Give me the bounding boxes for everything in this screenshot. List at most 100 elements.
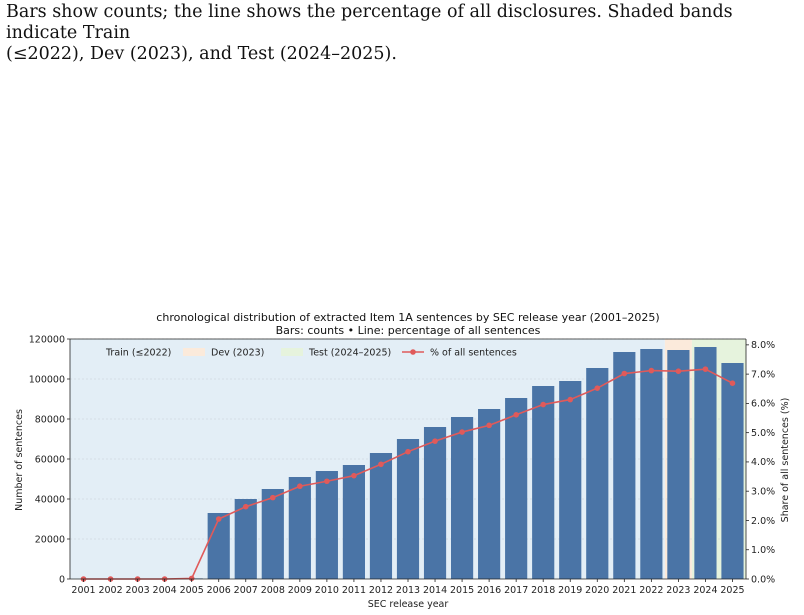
legend-label-1: Dev (2023) — [211, 347, 264, 358]
x-tick-label: 2007 — [234, 585, 258, 596]
bar-2020 — [586, 368, 609, 579]
line-point-2011 — [351, 472, 357, 479]
bar-2015 — [450, 417, 474, 579]
y2-tick-label: 4.0% — [751, 457, 775, 468]
x-tick-label: 2018 — [531, 585, 555, 596]
y-tick-label: 40000 — [35, 494, 65, 505]
y-tick-label: 100000 — [29, 374, 65, 385]
x-tick-label: 2004 — [153, 585, 177, 596]
x-tick-label: 2015 — [450, 585, 474, 596]
line-point-2005 — [188, 575, 195, 582]
chart-subtitle: Bars: counts • Line: percentage of all s… — [276, 324, 541, 337]
x-tick-label: 2006 — [207, 585, 231, 596]
x-tick-label: 2021 — [612, 585, 636, 596]
x-tick-label: 2013 — [396, 585, 420, 596]
line-point-2019 — [567, 396, 574, 403]
line-point-2006 — [215, 516, 222, 522]
bar-2013 — [396, 439, 420, 579]
bar-2023 — [667, 350, 690, 579]
y-axis-label: Number of sentences — [14, 409, 25, 511]
y-tick-label: 120000 — [29, 334, 65, 345]
figure-caption: Bars show counts; the line shows the per… — [6, 2, 798, 65]
x-tick-label: 2008 — [261, 585, 285, 596]
axes: 0 20000 40000 60000 80000 100000 120000 0.0% 1.0… — [29, 334, 775, 596]
caption-line-1: Bars show counts; the line shows the per… — [6, 2, 733, 43]
x-tick-label: 2014 — [423, 585, 447, 596]
x-tick-label: 2016 — [477, 585, 501, 596]
bar-2011 — [342, 465, 366, 579]
bar-2025 — [721, 363, 744, 579]
line-point-2023 — [675, 368, 682, 374]
bar-2021 — [613, 352, 636, 579]
line-point-2021 — [621, 370, 628, 377]
caption-line-2: (≤2022), Dev (2023), and Test (2024–2025… — [6, 44, 397, 64]
x-tick-label: 2020 — [585, 585, 609, 596]
bar-2016 — [478, 409, 501, 579]
line-point-2022 — [648, 367, 655, 374]
line-series — [80, 366, 736, 582]
line-point-2015 — [459, 429, 465, 435]
x-tick-label: 2010 — [315, 585, 339, 596]
legend-swatch-0 — [78, 348, 100, 356]
bar-2010 — [315, 471, 338, 579]
bar-series — [180, 347, 744, 579]
y-tick-label: 0 — [59, 574, 65, 585]
y2-tick-label: 3.0% — [751, 486, 775, 497]
y2-tick-label: 5.0% — [751, 428, 775, 439]
line-point-2016 — [486, 422, 492, 429]
x-tick-label: 2009 — [288, 585, 312, 596]
y-tick-label: 60000 — [35, 454, 65, 465]
x-tick-label: 2001 — [71, 585, 95, 596]
line-point-2025 — [729, 380, 736, 386]
x-tick-label: 2002 — [98, 585, 122, 596]
bar-2017 — [505, 398, 528, 579]
x-tick-label: 2024 — [693, 585, 717, 596]
x-tick-label: 2011 — [342, 585, 366, 596]
bar-2022 — [640, 349, 663, 579]
legend-swatch-2 — [281, 348, 303, 356]
bar-2008 — [261, 489, 284, 579]
legend-swatch-1 — [183, 348, 205, 356]
y2-tick-label: 0.0% — [751, 574, 775, 585]
line-point-2018 — [540, 401, 546, 408]
x-tick-label: 2019 — [558, 585, 582, 596]
x-tick-label: 2017 — [504, 585, 528, 596]
legend-label-3: % of all sentences — [430, 347, 517, 358]
bar-2009 — [288, 477, 311, 579]
x-tick-label: 2025 — [720, 585, 744, 596]
line-point-2017 — [513, 412, 519, 418]
x-tick-label: 2012 — [369, 585, 393, 596]
line-point-2020 — [594, 385, 601, 391]
line-point-2008 — [270, 494, 276, 501]
legend-label-2: Test (2024–2025) — [308, 347, 391, 358]
line-point-2012 — [378, 461, 384, 468]
legend-label-0: Train (≤2022) — [105, 347, 171, 358]
y2-tick-label: 1.0% — [751, 545, 775, 556]
line-point-2013 — [405, 448, 411, 455]
legend-line-marker — [410, 349, 416, 355]
bar-2006 — [207, 513, 230, 579]
y2-tick-label: 7.0% — [751, 369, 775, 380]
y2-tick-label: 2.0% — [751, 516, 775, 527]
y2-tick-label: 8.0% — [751, 340, 775, 351]
x-tick-label: 2005 — [180, 585, 204, 596]
y-tick-label: 80000 — [35, 414, 65, 425]
bar-2012 — [369, 453, 393, 579]
line-point-2007 — [242, 503, 249, 510]
bar-2007 — [234, 499, 257, 579]
line-point-2014 — [432, 438, 438, 444]
y2-tick-label: 6.0% — [751, 399, 775, 410]
line-point-2024 — [702, 366, 709, 372]
bar-2014 — [423, 427, 447, 579]
x-axis-label: SEC release year — [368, 599, 449, 610]
x-tick-label: 2023 — [666, 585, 690, 596]
bar-2019 — [559, 381, 582, 579]
bar-2024 — [694, 347, 717, 579]
x-tick-label: 2003 — [126, 585, 150, 596]
legend: Train (≤2022) Dev (2023) Test (2024–2025)%… — [78, 347, 517, 358]
y2-axis-label: Share of all sentences (%) — [780, 398, 791, 523]
x-tick-label: 2022 — [639, 585, 663, 596]
line-point-2010 — [324, 478, 330, 485]
bar-2018 — [532, 386, 555, 579]
